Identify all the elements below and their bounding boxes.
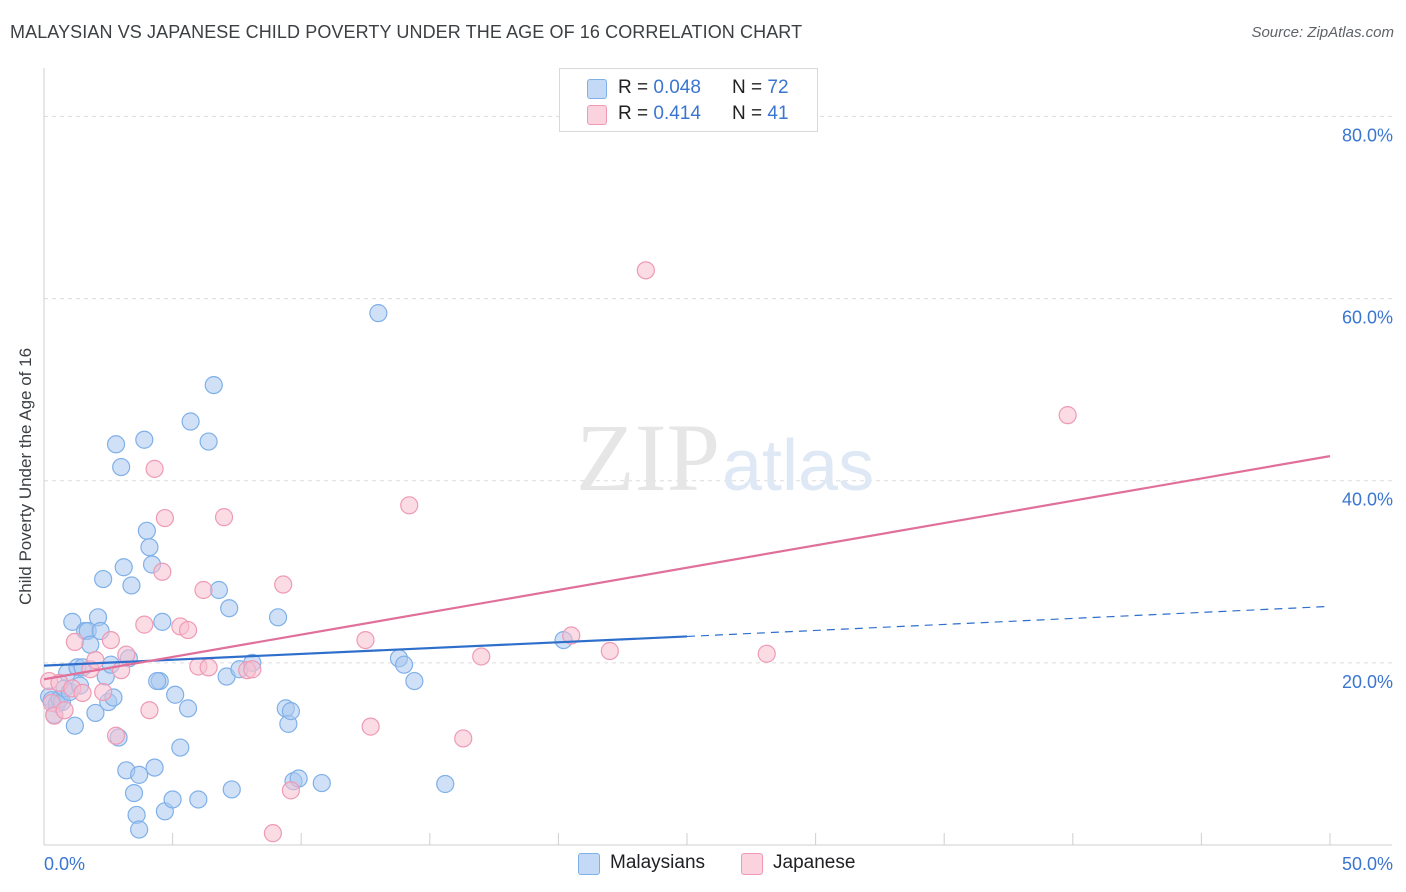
point-japanese [757,644,776,663]
point-japanese [281,781,301,800]
point-japanese [178,620,198,640]
point-japanese [214,508,234,527]
point-malaysians [94,569,113,589]
point-japanese [73,683,92,703]
point-malaysians [122,576,141,595]
point-japanese [400,496,419,515]
point-malaysians [124,783,144,803]
point-malaysians [63,612,82,631]
trend-extension-malaysians [686,605,1331,638]
point-malaysians [369,304,388,323]
legend-swatch-japanese [587,105,607,125]
point-japanese [101,630,120,650]
point-malaysians [220,599,239,618]
point-malaysians [86,703,105,723]
point-japanese [55,701,74,720]
axes [43,68,1392,846]
trend-lines [43,455,1331,681]
bottom-legend-label-malaysians: Malaysians [610,852,706,873]
legend-swatch-malaysians [587,79,607,99]
y-tick-label: 20.0% [1342,672,1393,692]
point-malaysians [268,608,288,627]
point-japanese [562,626,581,645]
point-malaysians [436,774,455,794]
point-malaysians [189,790,208,809]
point-malaysians [171,738,190,757]
point-japanese [243,660,262,679]
point-japanese [361,717,380,736]
point-japanese [472,647,491,666]
legend-r-malaysians: R = 0.048 [618,77,701,98]
point-japanese [194,580,213,600]
point-japanese [117,645,136,664]
point-malaysians [130,765,149,784]
bottom-legend-swatch-japanese [741,853,763,875]
point-japanese [86,651,105,670]
point-malaysians [130,820,149,839]
point-japanese [145,459,164,478]
y-tick-label: 80.0% [1342,125,1393,145]
point-japanese [636,261,655,280]
point-japanese [155,508,174,528]
watermark-atlas: atlas [722,426,874,506]
point-malaysians [135,430,154,449]
legend-r-japanese: R = 0.414 [618,103,701,124]
point-japanese [274,575,293,594]
legend-row-malaysians: R = 0.048 N = 72 [560,76,817,100]
point-japanese [199,658,218,677]
x-tick-label: 0.0% [44,854,85,874]
point-malaysians [178,699,198,718]
point-malaysians [163,790,182,809]
chart-title: MALAYSIAN VS JAPANESE CHILD POVERTY UNDE… [10,22,803,42]
y-tick-label: 40.0% [1342,490,1393,510]
point-malaysians [394,655,414,674]
legend-n-japanese: N = 41 [732,103,789,124]
point-malaysians [112,457,131,477]
point-japanese [106,726,126,745]
y-tick-label: 60.0% [1342,308,1393,328]
bottom-legend-label-japanese: Japanese [773,852,856,873]
point-malaysians [199,432,218,451]
source-attribution: Source: ZipAtlas.com [1251,24,1394,41]
x-tick-label: 50.0% [1342,854,1393,874]
point-japanese [600,641,619,661]
point-malaysians [312,773,331,793]
correlation-legend: R = 0.048 N = 72 R = 0.414 N = 41 [559,68,818,132]
legend-n-malaysians: N = 72 [732,77,789,98]
point-malaysians [209,580,228,600]
bottom-legend-swatch-malaysians [578,853,600,875]
point-japanese [94,682,113,702]
point-malaysians [204,375,223,395]
point-malaysians [106,435,126,454]
watermark-zip: ZIP [576,404,720,511]
point-japanese [356,630,375,650]
point-malaysians [140,538,159,557]
trend-line-japanese [43,455,1331,681]
legend-row-japanese: R = 0.414 N = 41 [560,102,817,126]
point-malaysians [166,685,185,704]
point-japanese [1058,406,1077,425]
data-points [40,261,1077,843]
point-malaysians [405,671,424,691]
point-japanese [263,824,283,843]
point-malaysians [145,758,164,777]
point-japanese [140,701,159,720]
point-malaysians [148,671,167,691]
point-malaysians [281,702,301,721]
tick-labels: 20.0% 40.0% 60.0% 80.0% 0.0% 50.0% [44,125,1393,874]
point-malaysians [65,716,84,735]
point-japanese [153,562,172,581]
point-malaysians [181,412,200,431]
point-malaysians [114,558,133,577]
gridlines [44,115,1392,664]
point-malaysians [222,780,241,799]
point-malaysians [153,612,172,631]
point-japanese [65,632,84,652]
point-malaysians [137,521,156,540]
point-japanese [135,615,154,634]
point-japanese [454,729,473,748]
